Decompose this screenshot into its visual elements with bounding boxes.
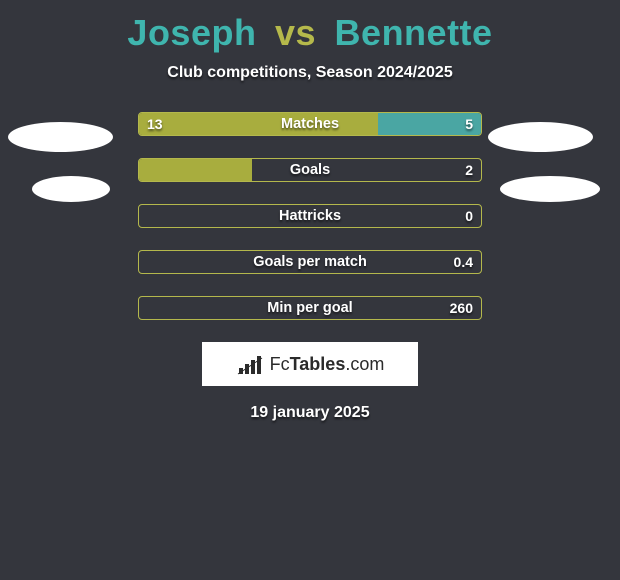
right-value: 0 <box>465 205 473 227</box>
right-value: 0.4 <box>454 251 473 273</box>
vs-text: vs <box>275 12 316 53</box>
team-badge-placeholder <box>8 122 113 152</box>
comparison-title: Joseph vs Bennette <box>0 0 620 54</box>
left-value: 13 <box>147 113 163 135</box>
logo-text: FcTables.com <box>270 354 385 375</box>
right-value: 2 <box>465 159 473 181</box>
right-value: 260 <box>450 297 473 319</box>
left-bar <box>139 159 252 181</box>
logo-bars-icon <box>236 352 264 376</box>
stat-label: Hattricks <box>139 205 481 227</box>
snapshot-date: 19 january 2025 <box>0 404 620 422</box>
season-subtitle: Club competitions, Season 2024/2025 <box>0 64 620 82</box>
stat-row: 260Min per goal <box>138 296 482 320</box>
fctables-logo: FcTables.com <box>202 342 418 386</box>
team-badge-placeholder <box>500 176 600 202</box>
stat-label: Goals per match <box>139 251 481 273</box>
stat-row: 0Hattricks <box>138 204 482 228</box>
team-badge-placeholder <box>488 122 593 152</box>
left-bar <box>139 113 378 135</box>
team-badge-placeholder <box>32 176 110 202</box>
stat-label: Min per goal <box>139 297 481 319</box>
stat-row: 2Goals <box>138 158 482 182</box>
stat-row: 0.4Goals per match <box>138 250 482 274</box>
player2-name: Bennette <box>335 12 493 53</box>
right-value: 5 <box>465 113 473 135</box>
player1-name: Joseph <box>127 12 256 53</box>
stat-row: 135Matches <box>138 112 482 136</box>
